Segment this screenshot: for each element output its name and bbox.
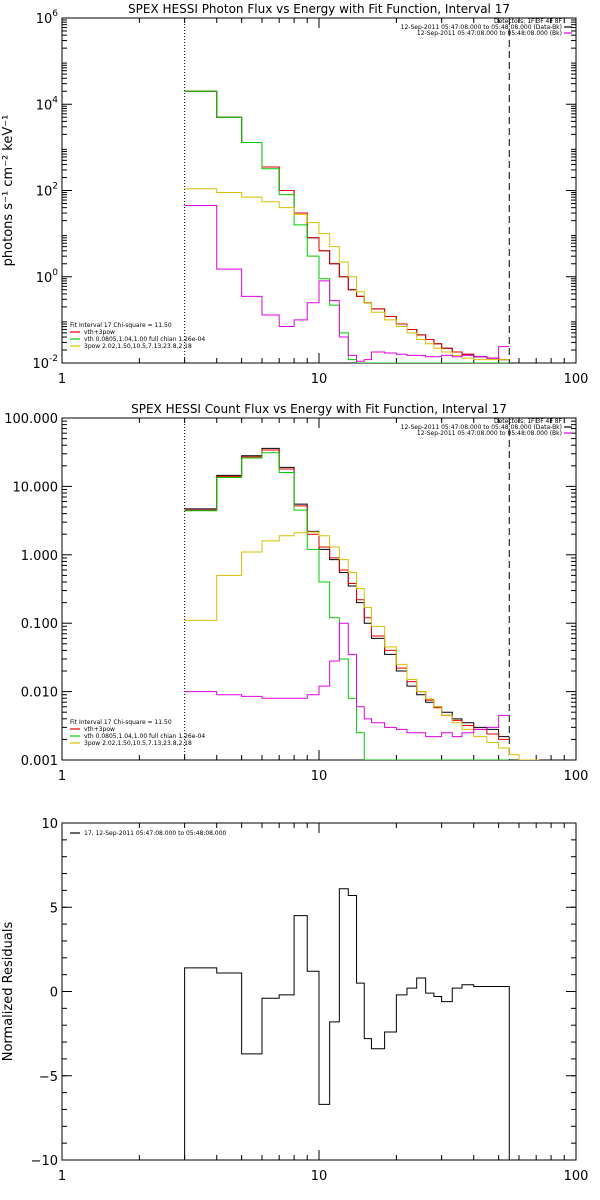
y-tick-label: 106 <box>36 9 59 27</box>
series-1-line <box>184 449 510 740</box>
x-tick-label: 100 <box>564 769 589 784</box>
x-tick-label: 1 <box>58 1169 66 1184</box>
y-tick-mantissa: 10 <box>36 98 53 113</box>
y-tick-label: 10 <box>41 817 58 832</box>
y-tick-label: 0.010 <box>21 686 58 701</box>
y-tick-label: 100.000 <box>4 412 58 427</box>
y-tick-label: 100 <box>36 268 59 286</box>
y-tick-label: 102 <box>36 182 58 200</box>
legend-label: 17, 12-Sep-2011 05:47:08.000 to 05:48:08… <box>84 830 227 837</box>
header-line: Detectors: 1F 3F 4F 8F <box>494 18 563 25</box>
series-2-line <box>184 90 510 363</box>
y-tick-label: 1.000 <box>21 549 58 564</box>
legend-label: 3pow 2.02,1.50,10.5,7.13,23.8,2.18 <box>84 740 192 747</box>
y-tick-label: −10 <box>31 1154 58 1169</box>
header-line: 12-Sep-2011 05:47:08.000 to 05:48:08.000… <box>417 430 562 437</box>
y-tick-label: 0 <box>50 986 58 1001</box>
y-tick-exponent: 6 <box>52 9 58 19</box>
series-0-line <box>184 888 510 1160</box>
photon-flux-panel: SPEX HESSI Photon Flux vs Energy with Fi… <box>1 2 588 387</box>
y-tick-exponent: 4 <box>52 95 58 105</box>
y-tick-exponent: -2 <box>49 354 58 364</box>
y-tick-exponent: 0 <box>52 268 58 278</box>
count-flux-panel: SPEX HESSI Count Flux vs Energy with Fit… <box>4 402 588 784</box>
x-tick-label: 100 <box>564 1169 589 1184</box>
series-3-line <box>184 188 510 361</box>
plot-frame <box>61 417 577 761</box>
chart-title: SPEX HESSI Photon Flux vs Energy with Fi… <box>128 2 510 16</box>
series-0-line <box>184 447 510 738</box>
header-line: 12-Sep-2011 05:47:08.000 to 05:48:08.000… <box>401 24 562 31</box>
series-1-line <box>184 90 510 361</box>
header-line: 12-Sep-2011 05:47:08.000 to 05:48:08.000… <box>417 30 562 37</box>
legend-label: 3pow 2.02,1.50,10.5,7.13,23.8,2.18 <box>84 343 192 350</box>
legend-label: Fit Interval 17 Chi-square = 11.50 <box>70 322 172 329</box>
series-3-line <box>184 531 540 760</box>
header-line: 12-Sep-2011 05:47:08.000 to 05:48:08.000… <box>401 424 562 431</box>
x-tick-label: 10 <box>311 372 328 387</box>
legend-label: vth+3pow <box>84 329 115 336</box>
x-tick-label: 10 <box>311 1169 328 1184</box>
y-tick-label: 0.100 <box>21 617 58 632</box>
residuals-panel: 1 10 100 −10 −5 0 5 10 Normalized Residuals 17, 1… <box>1 817 588 1184</box>
y-tick-mantissa: 10 <box>36 271 53 286</box>
y-tick-label: −5 <box>39 1070 58 1085</box>
y-tick-label: 104 <box>36 95 59 113</box>
series-0-line <box>184 90 510 361</box>
legend-label: vth 0.0805,1.04,1.00 full chian 1.26e-04 <box>84 336 205 343</box>
x-tick-label: 1 <box>58 372 66 387</box>
x-tick-label: 100 <box>564 372 589 387</box>
y-tick-mantissa: 10 <box>36 185 53 200</box>
y-axis-label: photons s⁻¹ cm⁻² keV⁻¹ <box>1 115 16 267</box>
legend-label: Fit Interval 17 Chi-square = 11.50 <box>70 719 172 726</box>
series-2-line <box>184 452 510 760</box>
y-tick-label: 0.001 <box>21 754 58 769</box>
plot-frame <box>61 17 577 364</box>
y-tick-label: 5 <box>50 901 58 916</box>
y-tick-label: 10-2 <box>32 354 58 372</box>
header-line: Detectors: 1F 3F 4F 8F <box>494 418 563 425</box>
y-tick-mantissa: 10 <box>32 357 49 372</box>
series-4-line <box>184 204 510 362</box>
x-tick-label: 10 <box>311 769 328 784</box>
legend-label: vth 0.0805,1.04,1.00 full chian 1.26e-04 <box>84 733 205 740</box>
y-tick-exponent: 2 <box>52 182 58 192</box>
y-axis-label: Normalized Residuals <box>1 922 16 1062</box>
x-tick-label: 1 <box>58 769 66 784</box>
chart-title: SPEX HESSI Count Flux vs Energy with Fit… <box>131 402 507 416</box>
legend-label: vth+3pow <box>84 726 115 733</box>
y-tick-label: 10.000 <box>13 480 59 495</box>
y-tick-mantissa: 10 <box>36 12 53 27</box>
series-4-line <box>184 622 510 738</box>
